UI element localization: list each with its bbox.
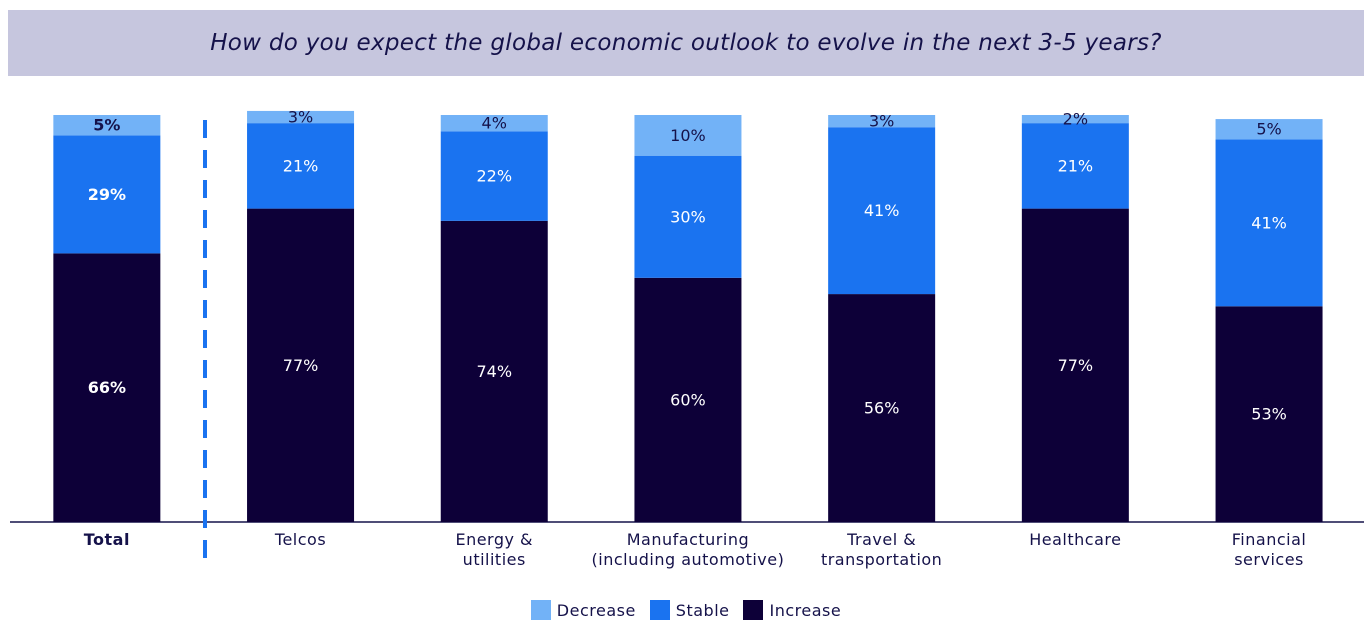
bar-segment xyxy=(53,253,161,522)
data-label: 5% xyxy=(1256,120,1281,139)
data-label: 3% xyxy=(869,112,894,131)
bar-segment xyxy=(1215,306,1323,522)
data-label: 41% xyxy=(864,201,900,220)
data-label: 3% xyxy=(288,108,313,127)
bar-segment xyxy=(1215,119,1323,140)
bar-segment xyxy=(1215,139,1323,307)
legend-swatch xyxy=(649,600,670,620)
data-label: 56% xyxy=(864,399,900,418)
legend-label: Increase xyxy=(769,600,842,620)
x-tick-label: Travel & transportation xyxy=(820,530,943,569)
data-label: 77% xyxy=(283,356,319,375)
data-label: 74% xyxy=(476,362,512,381)
data-label: 66% xyxy=(88,378,126,397)
bar-segment xyxy=(1021,123,1129,209)
data-label: 21% xyxy=(1058,156,1094,175)
legend-item: Stable xyxy=(649,600,730,620)
legend-item: Decrease xyxy=(530,600,636,620)
bar-segment xyxy=(1021,208,1129,523)
x-tick-label: Healthcare xyxy=(1029,530,1122,549)
bar-segment xyxy=(440,220,548,522)
bar-segment xyxy=(53,115,161,136)
data-label: 10% xyxy=(670,126,706,145)
data-label: 22% xyxy=(476,167,512,186)
data-label: 60% xyxy=(670,390,706,409)
bar-segment xyxy=(634,115,742,156)
bar-segment xyxy=(440,115,548,132)
bar-segment xyxy=(247,208,355,523)
bar-segment xyxy=(828,127,936,295)
data-label: 4% xyxy=(482,114,507,133)
chart-title: How do you expect the global economic ou… xyxy=(8,10,1364,76)
data-label: 21% xyxy=(283,156,319,175)
bar-segment xyxy=(247,123,355,209)
legend-item: Increase xyxy=(743,600,841,620)
x-tick-label: Financial services xyxy=(1231,530,1307,569)
x-tick-label: Energy & utilities xyxy=(455,530,534,569)
bar-segment xyxy=(247,110,355,124)
legend-swatch xyxy=(743,600,764,620)
x-tick-label: Total xyxy=(83,530,130,549)
bar-segment xyxy=(828,294,936,522)
bar-segment xyxy=(828,115,936,128)
legend-label: Stable xyxy=(675,600,730,620)
data-label: 77% xyxy=(1058,356,1094,375)
data-label: 30% xyxy=(670,207,706,226)
bar-segment xyxy=(53,135,161,254)
bar-segment xyxy=(634,155,742,278)
bar-segment xyxy=(634,277,742,522)
bar-segment xyxy=(1021,115,1129,124)
bar-segment xyxy=(440,131,548,221)
legend: Decrease Stable Increase xyxy=(0,600,1372,620)
data-label: 2% xyxy=(1063,110,1088,129)
legend-swatch xyxy=(530,600,551,620)
data-label: 41% xyxy=(1251,213,1287,232)
x-tick-label: Manufacturing (including automotive) xyxy=(591,530,785,569)
legend-label: Decrease xyxy=(556,600,636,620)
data-label: 53% xyxy=(1251,405,1287,424)
data-label: 5% xyxy=(93,116,120,135)
data-label: 29% xyxy=(88,185,126,204)
x-tick-label: Telcos xyxy=(274,530,327,549)
